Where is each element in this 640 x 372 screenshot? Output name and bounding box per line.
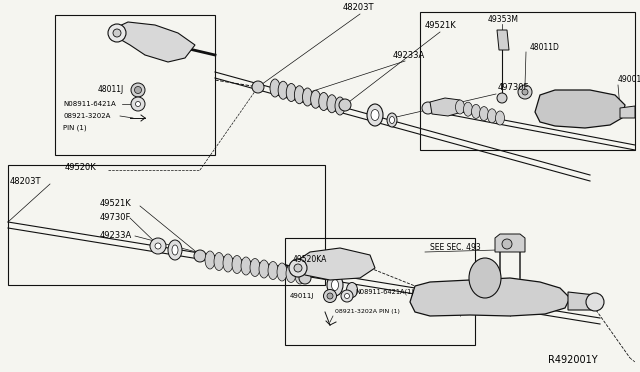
Circle shape	[323, 289, 337, 302]
Text: 49233A: 49233A	[100, 231, 132, 241]
Ellipse shape	[278, 81, 288, 99]
Circle shape	[339, 99, 351, 111]
Bar	[285, 238, 475, 345]
Text: 48203T: 48203T	[10, 177, 42, 186]
Text: SEE SEC. 493: SEE SEC. 493	[430, 244, 481, 253]
Circle shape	[327, 293, 333, 299]
Text: 08921-3202A PIN (1): 08921-3202A PIN (1)	[335, 310, 400, 314]
Text: R492001Y: R492001Y	[548, 355, 598, 365]
Text: 49233A: 49233A	[393, 51, 425, 60]
Circle shape	[134, 87, 141, 93]
Circle shape	[194, 250, 206, 262]
Polygon shape	[620, 106, 635, 118]
Ellipse shape	[286, 83, 296, 102]
Text: 48011J: 48011J	[98, 86, 124, 94]
Polygon shape	[495, 234, 525, 252]
Circle shape	[497, 93, 507, 103]
Bar	[55, 15, 215, 155]
Circle shape	[252, 81, 264, 93]
Text: 49730F: 49730F	[498, 83, 529, 93]
Text: 49001: 49001	[618, 76, 640, 84]
Ellipse shape	[259, 260, 269, 278]
Polygon shape	[535, 90, 625, 128]
Circle shape	[113, 29, 121, 37]
Ellipse shape	[277, 263, 287, 281]
Ellipse shape	[232, 256, 242, 273]
Ellipse shape	[168, 240, 182, 260]
Text: 49520KA: 49520KA	[293, 256, 328, 264]
Ellipse shape	[332, 279, 339, 291]
Ellipse shape	[303, 88, 312, 106]
Ellipse shape	[310, 90, 321, 108]
Text: 48011D: 48011D	[530, 44, 560, 52]
Polygon shape	[410, 278, 570, 316]
Ellipse shape	[327, 274, 343, 296]
Ellipse shape	[294, 86, 305, 104]
Ellipse shape	[371, 109, 379, 121]
Circle shape	[136, 102, 141, 106]
Circle shape	[155, 243, 161, 249]
Circle shape	[108, 24, 126, 42]
Circle shape	[522, 89, 528, 95]
Ellipse shape	[172, 245, 178, 255]
Bar	[420, 12, 635, 150]
Ellipse shape	[463, 102, 472, 116]
Polygon shape	[430, 98, 462, 116]
Ellipse shape	[241, 257, 251, 275]
Ellipse shape	[223, 254, 233, 272]
Ellipse shape	[469, 258, 501, 298]
Ellipse shape	[250, 259, 260, 276]
Ellipse shape	[390, 116, 394, 124]
Text: 49521K: 49521K	[425, 22, 457, 31]
Circle shape	[299, 272, 311, 284]
Circle shape	[131, 83, 145, 97]
Ellipse shape	[495, 111, 504, 125]
Polygon shape	[568, 292, 600, 310]
Circle shape	[294, 264, 302, 272]
Text: PIN (1): PIN (1)	[63, 125, 86, 131]
Ellipse shape	[335, 97, 345, 115]
Ellipse shape	[472, 105, 481, 118]
Circle shape	[289, 259, 307, 277]
Ellipse shape	[387, 113, 397, 127]
Polygon shape	[497, 30, 509, 50]
Circle shape	[502, 239, 512, 249]
Ellipse shape	[319, 93, 329, 110]
Text: N08911-6421A(1): N08911-6421A(1)	[355, 289, 414, 295]
Text: N08911-6421A: N08911-6421A	[63, 101, 116, 107]
Circle shape	[131, 97, 145, 111]
Text: 49353M: 49353M	[488, 16, 519, 25]
Polygon shape	[295, 248, 375, 280]
Ellipse shape	[214, 253, 224, 270]
Polygon shape	[115, 22, 195, 62]
Ellipse shape	[205, 251, 215, 269]
Circle shape	[344, 294, 349, 298]
Ellipse shape	[488, 109, 497, 123]
Ellipse shape	[346, 282, 358, 298]
Text: 48203T: 48203T	[343, 3, 374, 13]
Text: 08921-3202A: 08921-3202A	[63, 113, 110, 119]
Ellipse shape	[270, 79, 280, 97]
Ellipse shape	[456, 100, 465, 114]
Circle shape	[422, 102, 434, 114]
Text: 49521K: 49521K	[100, 199, 132, 208]
Circle shape	[586, 293, 604, 311]
Circle shape	[150, 238, 166, 254]
Text: 49011J: 49011J	[290, 293, 314, 299]
Ellipse shape	[479, 107, 488, 121]
Ellipse shape	[268, 262, 278, 279]
Ellipse shape	[295, 266, 305, 284]
Bar	[8, 165, 325, 285]
Ellipse shape	[286, 264, 296, 282]
Ellipse shape	[367, 104, 383, 126]
Circle shape	[341, 290, 353, 302]
Circle shape	[518, 85, 532, 99]
Ellipse shape	[327, 95, 337, 113]
Text: 49730F: 49730F	[100, 214, 131, 222]
Text: 49520K: 49520K	[65, 164, 97, 173]
